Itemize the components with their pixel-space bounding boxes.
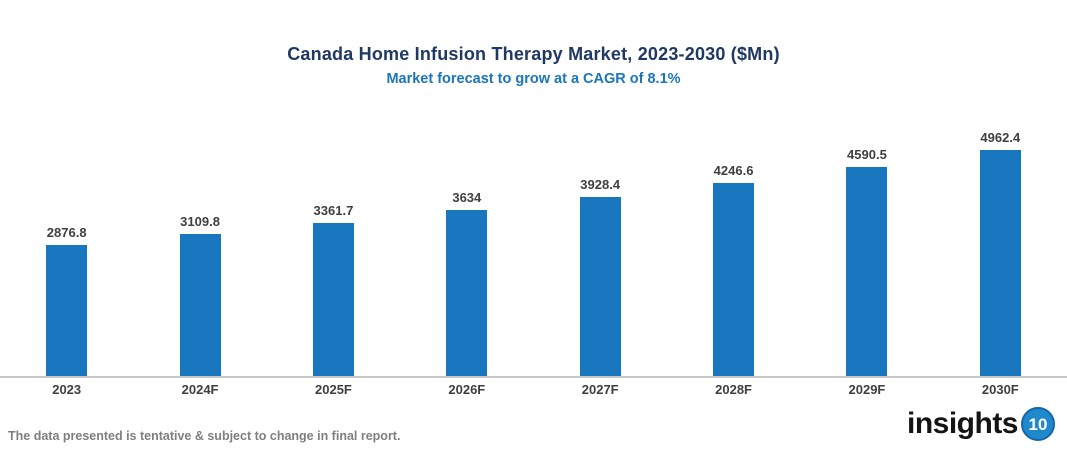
bar-value-label: 4962.4 — [980, 130, 1021, 145]
x-axis-label: 2027F — [581, 382, 619, 397]
bar-value-label: 4590.5 — [847, 147, 887, 162]
bar-column: 3361.7 — [267, 0, 400, 376]
bar — [46, 245, 88, 376]
insights10-logo: insights 10 — [907, 407, 1055, 441]
bar — [979, 150, 1021, 376]
bar — [312, 223, 354, 376]
x-axis-label: 2024F — [181, 382, 219, 397]
bar-column: 2876.8 — [0, 0, 133, 376]
x-axis-line — [0, 376, 1067, 378]
bar-value-label: 3928.4 — [580, 177, 621, 192]
bar-column: 3928.4 — [534, 0, 667, 376]
x-axis-label: 2026F — [448, 382, 486, 397]
x-axis-label: 2029F — [848, 382, 886, 397]
bar — [579, 197, 621, 376]
bar-column: 4590.5 — [800, 0, 933, 376]
bar-value-label: 3361.7 — [313, 203, 354, 218]
x-axis-label: 2023 — [52, 382, 82, 397]
bar — [446, 210, 488, 376]
bar-column: 3109.8 — [133, 0, 266, 376]
bar-column: 4246.6 — [667, 0, 800, 376]
bar-value-label: 4246.6 — [713, 163, 754, 178]
bar — [179, 234, 221, 376]
logo-badge-icon: 10 — [1021, 407, 1055, 441]
bar-column: 4962.4 — [934, 0, 1067, 376]
disclaimer-text: The data presented is tentative & subjec… — [8, 429, 401, 443]
bar — [713, 183, 755, 376]
x-axis-labels: 2023 2024F 2025F 2026F 2027F 2028F 2029F 2030F — [0, 382, 1067, 397]
bar-value-label: 3634 — [452, 190, 482, 205]
logo-wordmark: insights — [906, 407, 1019, 440]
x-axis-label: 2028F — [715, 382, 752, 397]
x-axis-label: 2030F — [981, 382, 1019, 397]
chart-subtitle: Market forecast to grow at a CAGR of 8.1… — [386, 71, 681, 87]
x-axis-label: 2025F — [315, 382, 352, 397]
bar-value-label: 3109.8 — [180, 214, 220, 229]
bar-value-label: 2876.8 — [46, 225, 87, 240]
bar — [846, 167, 888, 376]
plot-area: 2876.8 3109.8 3361.7 3634 3928.4 4246.6 4590.5… — [0, 0, 1067, 376]
bar-column: 3634 — [400, 0, 533, 376]
chart-title: Canada Home Infusion Therapy Market, 202… — [287, 44, 780, 64]
